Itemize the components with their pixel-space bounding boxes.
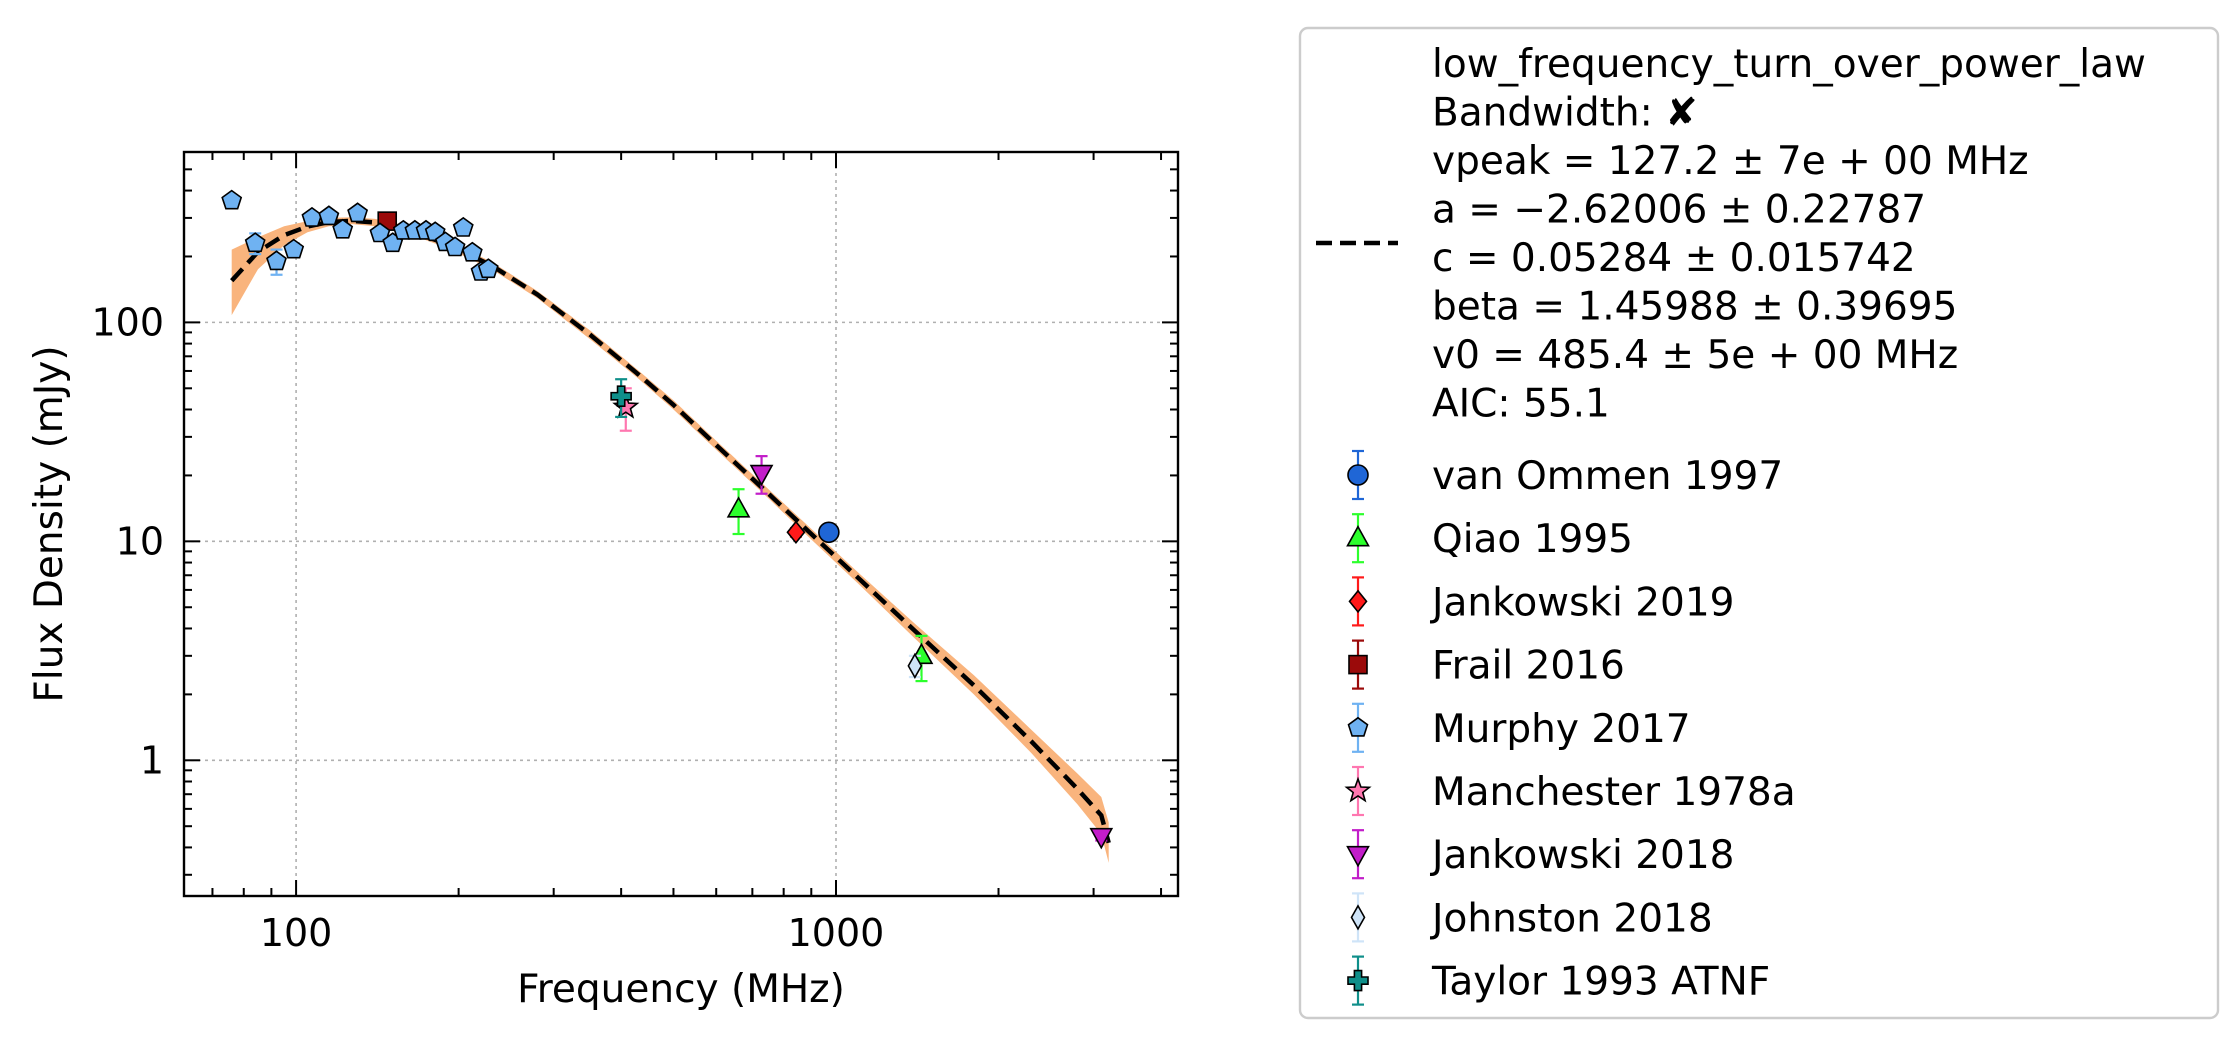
series-van-ommen-1997 bbox=[818, 521, 840, 544]
series-murphy-2017 bbox=[221, 189, 499, 281]
grid-lines bbox=[184, 152, 1178, 896]
legend-frame bbox=[1298, 26, 2220, 1020]
legend-marker-manchester-1978a bbox=[1344, 776, 1372, 803]
data-point-qiao-1995 bbox=[726, 496, 751, 518]
data-point-murphy-2017 bbox=[244, 232, 266, 253]
legend-fit-line-3: a = −2.62006 ± 0.22787 bbox=[1432, 188, 1926, 233]
y-tick-label: 10 bbox=[116, 519, 164, 563]
legend-entry-frail-2016: Frail 2016 bbox=[1348, 639, 1625, 690]
legend-fit-line-1: Bandwidth: ✘ bbox=[1432, 91, 1698, 136]
legend-label-murphy-2017: Murphy 2017 bbox=[1432, 707, 1691, 752]
plot-frame bbox=[182, 150, 1180, 898]
data-points bbox=[221, 189, 1114, 850]
data-point-murphy-2017 bbox=[477, 258, 499, 279]
legend-fit-line-5: beta = 1.45988 ± 0.39695 bbox=[1432, 285, 1957, 330]
data-point-jankowski-2018 bbox=[1089, 827, 1114, 850]
legend-fit-line-4: c = 0.05284 ± 0.015742 bbox=[1432, 236, 1916, 281]
series-jankowski-2019 bbox=[786, 520, 806, 545]
legend-label-jankowski-2019: Jankowski 2019 bbox=[1429, 580, 1734, 625]
axis-ticks: 100 1000 1 10 100 bbox=[91, 151, 1178, 955]
legend-marker-jankowski-2018 bbox=[1346, 845, 1370, 868]
data-point-murphy-2017 bbox=[452, 216, 474, 237]
data-point-murphy-2017 bbox=[283, 238, 305, 259]
legend-entry-taylor-1993-atnf: Taylor 1993 ATNF bbox=[1347, 955, 1770, 1006]
series-taylor-1993-atnf bbox=[610, 378, 632, 419]
legend-marker-frail-2016 bbox=[1348, 654, 1368, 675]
data-point-jankowski-2019 bbox=[786, 520, 806, 545]
data-point-murphy-2017 bbox=[369, 222, 391, 243]
fit-line bbox=[230, 218, 1111, 844]
data-point-murphy-2017 bbox=[347, 202, 369, 223]
legend-label-frail-2016: Frail 2016 bbox=[1432, 644, 1625, 689]
legend-entry-qiao-1995: Qiao 1995 bbox=[1346, 513, 1633, 564]
legend-fit-line-2: vpeak = 127.2 ± 7e + 00 MHz bbox=[1432, 139, 2029, 184]
legend-marker-johnston-2018 bbox=[1350, 904, 1366, 931]
legend-marker-qiao-1995 bbox=[1346, 525, 1370, 547]
legend-fit-line-6: v0 = 485.4 ± 5e + 00 MHz bbox=[1432, 333, 1958, 378]
legend-marker-taylor-1993-atnf bbox=[1347, 969, 1369, 992]
legend-label-manchester-1978a: Manchester 1978a bbox=[1432, 770, 1796, 815]
legend-marker-van-ommen-1997 bbox=[1347, 464, 1369, 486]
data-point-murphy-2017 bbox=[266, 250, 287, 271]
series-johnston-2018 bbox=[907, 652, 923, 679]
data-point-murphy-2017 bbox=[444, 236, 466, 257]
legend-fit-parameters: low_frequency_turn_over_power_lawBandwid… bbox=[1432, 42, 2146, 427]
y-tick-label: 100 bbox=[91, 300, 164, 344]
legend-marker-murphy-2017 bbox=[1347, 716, 1369, 737]
x-axis-label: Frequency (MHz) bbox=[517, 967, 845, 1012]
legend-label-johnston-2018: Johnston 2018 bbox=[1429, 896, 1713, 941]
data-point-van-ommen-1997 bbox=[818, 521, 840, 544]
y-axis-label: Flux Density (mJy) bbox=[27, 345, 72, 702]
legend-label-taylor-1993-atnf: Taylor 1993 ATNF bbox=[1431, 960, 1770, 1005]
legend-entry-van-ommen-1997: van Ommen 1997 bbox=[1347, 449, 1783, 501]
data-point-taylor-1993-atnf bbox=[610, 385, 632, 408]
legend: low_frequency_turn_over_power_lawBandwid… bbox=[1298, 26, 2220, 1020]
data-point-murphy-2017 bbox=[332, 218, 354, 239]
data-point-murphy-2017 bbox=[221, 189, 243, 210]
series-qiao-1995 bbox=[726, 488, 934, 683]
series-jankowski-2018 bbox=[749, 455, 1114, 850]
x-tick-label: 100 bbox=[260, 911, 333, 955]
legend-marker-jankowski-2019 bbox=[1348, 589, 1368, 614]
legend-fit-line-0: low_frequency_turn_over_power_law bbox=[1432, 42, 2146, 87]
fit-curve bbox=[230, 218, 1111, 844]
legend-label-jankowski-2018: Jankowski 2018 bbox=[1429, 833, 1734, 878]
legend-entry-jankowski-2019: Jankowski 2019 bbox=[1348, 576, 1734, 627]
data-point-murphy-2017 bbox=[461, 241, 483, 262]
legend-label-qiao-1995: Qiao 1995 bbox=[1432, 517, 1633, 562]
legend-entry-johnston-2018: Johnston 2018 bbox=[1350, 892, 1713, 943]
legend-label-van-ommen-1997: van Ommen 1997 bbox=[1432, 454, 1783, 499]
legend-fit-line-7: AIC: 55.1 bbox=[1432, 382, 1610, 427]
legend-series-entries: van Ommen 1997 Qiao 1995 Jankowski 2019 Fra… bbox=[1344, 449, 1796, 1006]
data-point-johnston-2018 bbox=[907, 652, 923, 679]
legend-entry-manchester-1978a: Manchester 1978a bbox=[1344, 765, 1796, 817]
legend-entry-jankowski-2018: Jankowski 2018 bbox=[1346, 829, 1734, 880]
data-point-murphy-2017 bbox=[318, 205, 340, 226]
x-tick-label: 1000 bbox=[788, 911, 885, 955]
data-point-jankowski-2018 bbox=[749, 464, 774, 487]
y-tick-label: 1 bbox=[140, 738, 164, 782]
legend-entry-murphy-2017: Murphy 2017 bbox=[1347, 702, 1691, 753]
